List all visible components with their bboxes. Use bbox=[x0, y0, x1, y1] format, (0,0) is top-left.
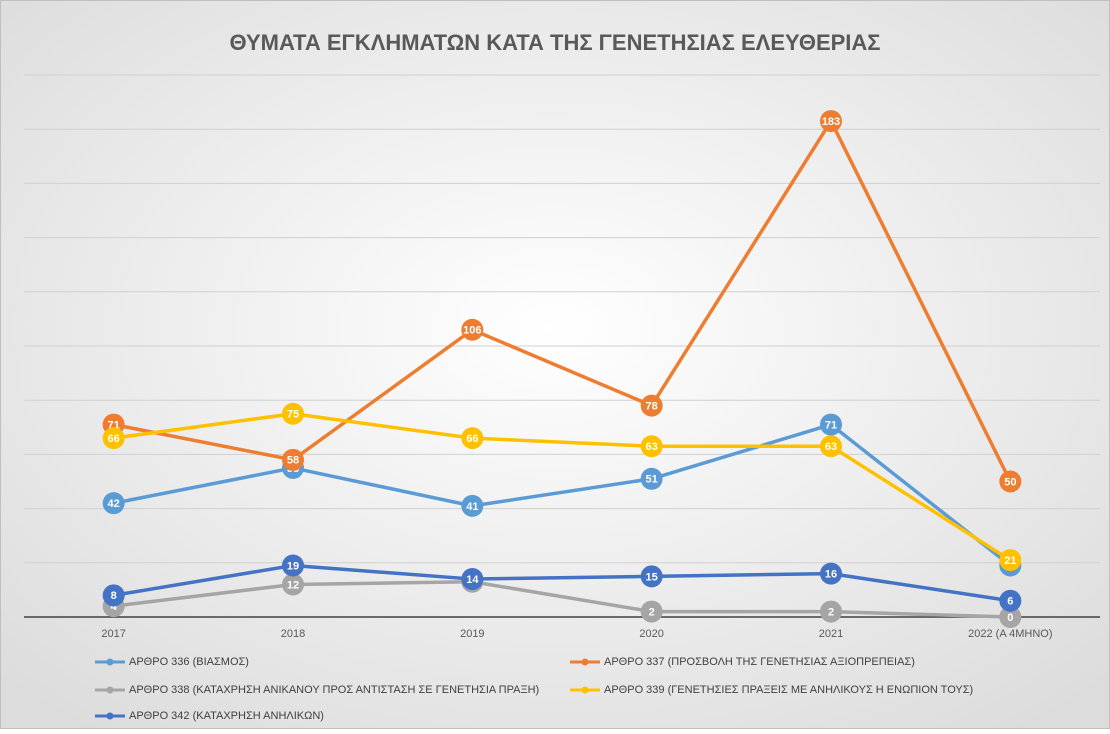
data-point bbox=[820, 562, 842, 585]
data-label: 2 bbox=[649, 606, 655, 618]
x-tick-label: 2022 (Α 4ΜΗΝΟ) bbox=[968, 628, 1052, 640]
legend-marker bbox=[106, 712, 114, 720]
x-tick-label: 2018 bbox=[281, 628, 305, 640]
data-point bbox=[461, 568, 484, 591]
data-point bbox=[640, 600, 663, 623]
data-point bbox=[282, 402, 304, 425]
data-label: 16 bbox=[825, 569, 837, 581]
data-label: 14 bbox=[466, 574, 479, 586]
legend-label: ΑΡΘΡΟ 339 (ΓΕΝΕΤΗΣΙΕΣ ΠΡΑΞΕΙΣ ΜΕ ΑΝΗΛΙΚΟ… bbox=[604, 684, 973, 696]
data-label: 2 bbox=[828, 606, 834, 618]
data-point bbox=[820, 413, 842, 436]
data-label: 78 bbox=[646, 401, 658, 413]
legend-label: ΑΡΘΡΟ 336 (ΒΙΑΣΜΟΣ) bbox=[129, 656, 249, 668]
data-point bbox=[640, 467, 663, 490]
series-line bbox=[113, 580, 1011, 619]
legend-label: ΑΡΘΡΟ 338 (ΚΑΤΑΧΡΗΣΗ ΑΝΙΚΑΝΟΥ ΠΡΟΣ ΑΝΤΙΣ… bbox=[129, 684, 539, 696]
x-tick-label: 2020 bbox=[639, 628, 663, 640]
data-label: 50 bbox=[1004, 476, 1016, 488]
data-point bbox=[102, 584, 125, 607]
data-label: 106 bbox=[463, 325, 481, 337]
legend-label: ΑΡΘΡΟ 337 (ΠΡΟΣΒΟΛΗ ΤΗΣ ΓΕΝΕΤΗΣΙΑΣ ΑΞΙΟΠ… bbox=[604, 656, 915, 668]
data-label: 19 bbox=[287, 560, 299, 572]
legend-marker bbox=[581, 658, 589, 666]
legend-label: ΑΡΘΡΟ 342 (ΚΑΤΑΧΡΗΣΗ ΑΝΗΛΙΚΩΝ) bbox=[129, 710, 324, 722]
data-label: 51 bbox=[646, 474, 658, 486]
series-line bbox=[113, 412, 1012, 562]
data-label: 183 bbox=[822, 116, 840, 128]
data-point bbox=[640, 394, 663, 417]
data-point bbox=[820, 110, 842, 133]
data-point bbox=[999, 470, 1022, 493]
data-point bbox=[640, 435, 663, 458]
data-label: 8 bbox=[111, 590, 117, 602]
data-point bbox=[282, 554, 304, 577]
data-point bbox=[461, 494, 484, 517]
data-point bbox=[999, 589, 1022, 612]
data-label: 66 bbox=[466, 433, 478, 445]
data-label: 42 bbox=[108, 498, 120, 510]
x-tick-label: 2019 bbox=[460, 628, 484, 640]
data-label: 63 bbox=[646, 441, 658, 453]
data-point bbox=[999, 549, 1022, 572]
data-point bbox=[102, 492, 125, 515]
data-point bbox=[999, 606, 1022, 628]
data-label: 4 bbox=[111, 601, 118, 613]
data-label: 0 bbox=[1007, 612, 1013, 624]
data-point bbox=[820, 435, 842, 458]
x-tick-label: 2021 bbox=[819, 628, 843, 640]
x-tick-label: 2017 bbox=[101, 628, 125, 640]
data-label: 71 bbox=[825, 419, 837, 431]
data-point bbox=[820, 600, 842, 623]
data-point bbox=[461, 427, 484, 450]
data-point bbox=[640, 565, 663, 588]
data-label: 15 bbox=[646, 571, 658, 583]
data-point bbox=[461, 318, 484, 341]
data-label: 6 bbox=[1007, 596, 1013, 608]
data-label: 58 bbox=[287, 455, 299, 467]
legend-marker bbox=[106, 686, 114, 694]
legend-marker bbox=[581, 686, 589, 694]
data-label: 66 bbox=[108, 433, 120, 445]
data-label: 12 bbox=[287, 579, 299, 591]
series-line bbox=[113, 563, 1011, 603]
data-point bbox=[282, 573, 304, 596]
data-label: 63 bbox=[825, 441, 837, 453]
data-label: 41 bbox=[466, 501, 478, 513]
data-label: 75 bbox=[287, 409, 299, 421]
chart-title: ΘΥΜΑΤΑ ΕΓΚΛΗΜΑΤΩΝ ΚΑΤΑ ΤΗΣ ΓΕΝΕΤΗΣΙΑΣ ΕΛ… bbox=[230, 30, 881, 55]
series-line bbox=[113, 119, 1012, 483]
data-point bbox=[102, 427, 125, 450]
series-line bbox=[113, 422, 1012, 567]
data-point bbox=[282, 448, 304, 471]
data-label: 21 bbox=[1004, 555, 1016, 567]
legend-marker bbox=[106, 658, 114, 666]
